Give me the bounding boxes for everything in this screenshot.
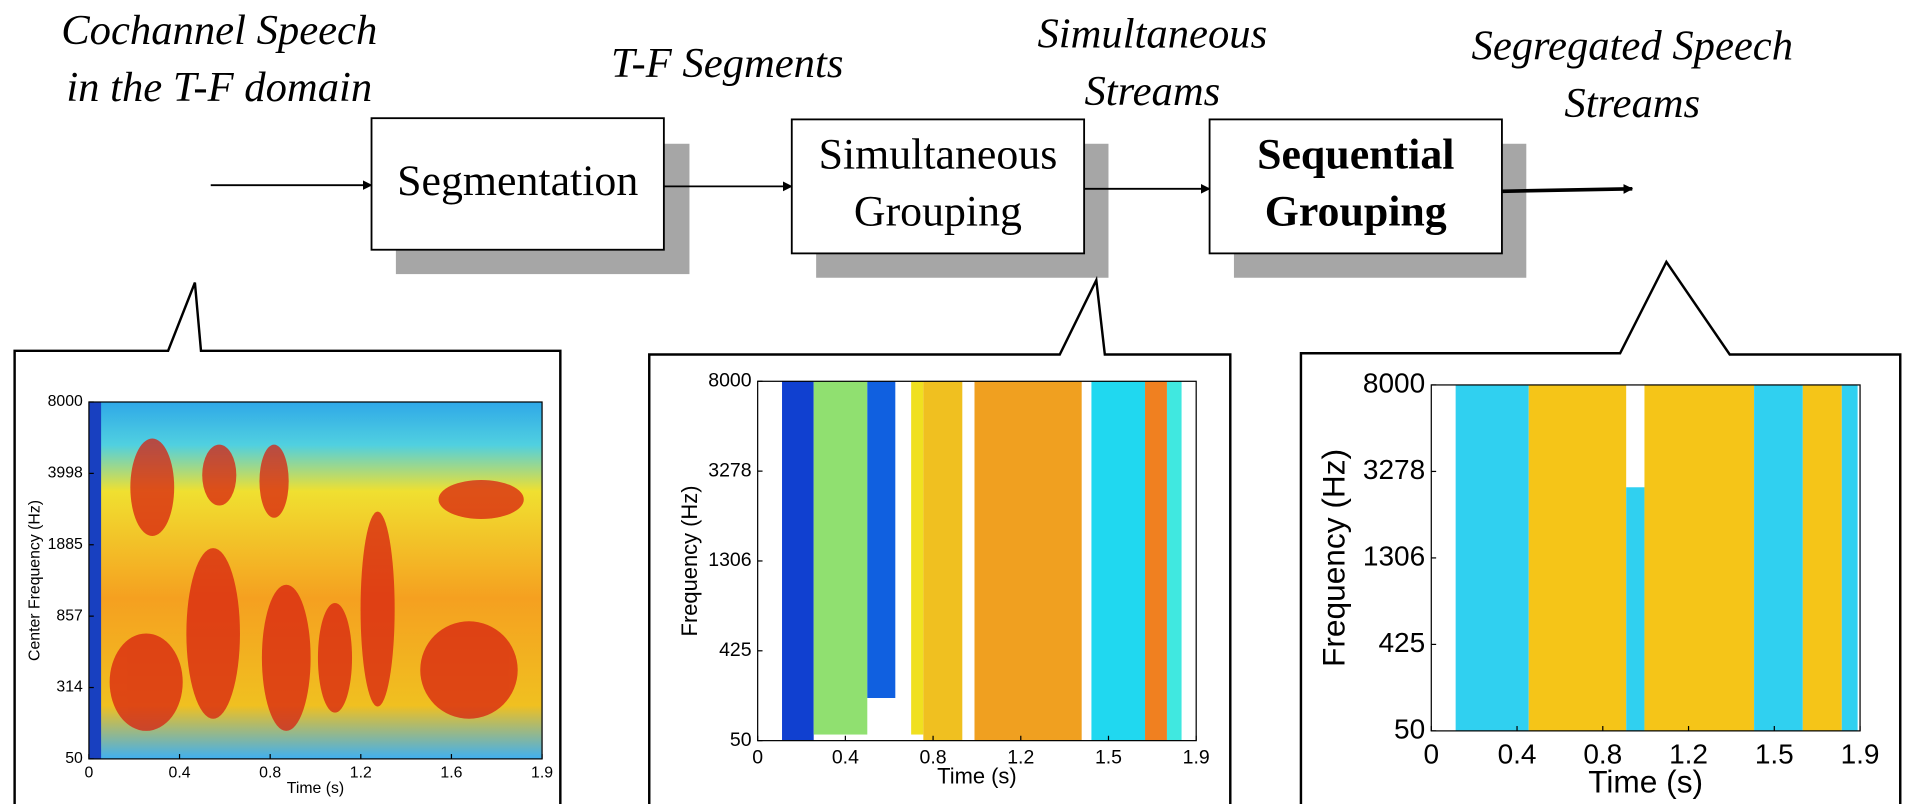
caption: Cochannel Speech	[61, 7, 377, 54]
block-label: Segmentation	[397, 157, 638, 205]
y-tick-label: 3278	[1363, 454, 1425, 485]
x-axis-label: Time (s)	[1588, 763, 1703, 799]
caption: Streams	[1564, 80, 1700, 127]
y-tick-label: 314	[56, 679, 83, 696]
x-tick-label: 1.9	[1841, 739, 1880, 770]
x-tick-label: 0	[85, 764, 94, 781]
callout	[13, 282, 562, 804]
y-tick-label: 1306	[708, 549, 751, 571]
block-label: Sequential	[1257, 130, 1454, 178]
x-tick-label: 0.8	[920, 746, 947, 768]
y-tick-label: 50	[730, 729, 752, 751]
y-tick-label: 8000	[1363, 367, 1425, 398]
caption: Streams	[1084, 68, 1220, 115]
x-tick-label: 0	[1423, 739, 1439, 770]
x-axis-label: Time (s)	[287, 780, 344, 797]
y-tick-label: 425	[1378, 627, 1425, 658]
x-tick-label: 0.8	[1583, 739, 1622, 770]
y-tick-label: 8000	[708, 369, 751, 391]
caption: Segregated Speech	[1472, 23, 1794, 70]
y-axis-label: Frequency (Hz)	[677, 485, 702, 636]
callout	[648, 275, 1232, 804]
block-label: Grouping	[1265, 188, 1447, 236]
block-label: Grouping	[854, 188, 1022, 236]
y-tick-label: 50	[1394, 713, 1425, 744]
x-tick-label: 0.4	[169, 764, 191, 781]
caption: in the T-F domain	[66, 64, 372, 111]
block-label: Simultaneous	[819, 130, 1058, 178]
y-tick-label: 50	[65, 750, 83, 767]
arrow	[1501, 184, 1634, 194]
y-tick-label: 8000	[48, 393, 83, 410]
y-axis-label: Center Frequency (Hz)	[26, 500, 43, 661]
x-tick-label: 0.4	[832, 746, 859, 768]
x-tick-label: 0.8	[259, 764, 281, 781]
y-tick-label: 3278	[708, 459, 751, 481]
y-tick-label: 1885	[48, 536, 83, 553]
x-tick-label: 1.9	[1183, 746, 1210, 768]
block	[370, 117, 665, 251]
caption: Simultaneous	[1037, 11, 1267, 58]
segregated-map	[1430, 384, 1861, 732]
block	[1208, 118, 1503, 255]
x-tick-label: 1.5	[1095, 746, 1122, 768]
x-tick-label: 1.9	[531, 764, 553, 781]
x-tick-label: 0	[752, 746, 763, 768]
caption: T-F Segments	[611, 40, 843, 87]
callout	[1299, 259, 1902, 804]
spectrogram	[88, 401, 543, 760]
x-tick-label: 1.6	[440, 764, 462, 781]
y-tick-label: 1306	[1363, 540, 1425, 571]
x-tick-label: 1.2	[1007, 746, 1034, 768]
x-axis-label: Time (s)	[937, 763, 1017, 788]
stream-map	[757, 380, 1197, 742]
y-tick-label: 425	[719, 639, 752, 661]
y-tick-label: 857	[56, 607, 82, 624]
y-tick-label: 3998	[48, 465, 83, 482]
x-tick-label: 1.5	[1755, 739, 1794, 770]
y-axis-label: Frequency (Hz)	[1315, 449, 1351, 667]
x-tick-label: 1.2	[350, 764, 372, 781]
x-tick-label: 0.4	[1498, 739, 1537, 770]
x-tick-label: 1.2	[1669, 739, 1708, 770]
